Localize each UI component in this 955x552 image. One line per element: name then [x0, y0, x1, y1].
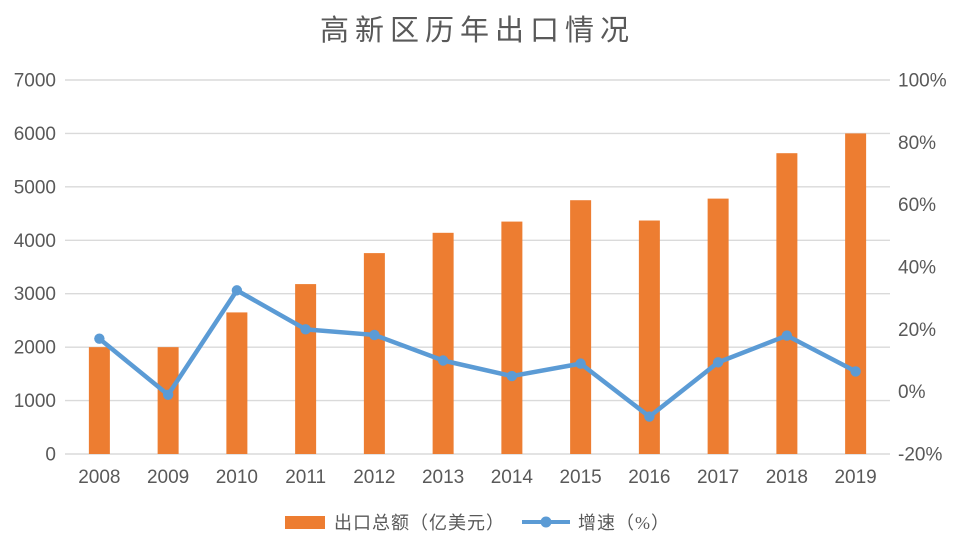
bar-2016 [638, 220, 660, 454]
line-point-2015 [575, 358, 586, 369]
y-axis-label-7000: 7000 [14, 71, 56, 92]
growth-line [97, 288, 858, 419]
bar-2008 [88, 347, 110, 454]
legend-bar-label: 出口总额（亿美元） [334, 513, 505, 533]
legend-bar-swatch-icon [285, 515, 325, 529]
line-point-2008 [94, 333, 105, 344]
x-axis-label-2010: 2010 [216, 467, 258, 488]
y-axis-label-6000: 6000 [14, 124, 56, 145]
y-axis-label-0: 0 [45, 445, 56, 466]
y-axis-label-3000: 3000 [14, 284, 56, 305]
bar-2010 [226, 312, 248, 454]
chart-title: 高新区历年出口情况 [319, 15, 635, 47]
bar-2014 [501, 221, 523, 454]
x-axis-label-2014: 2014 [491, 467, 534, 488]
bar-2017 [707, 198, 729, 454]
line-point-2011 [300, 324, 311, 335]
line-point-2019 [850, 366, 861, 377]
y2-axis-label-80%: 80% [898, 133, 936, 154]
x-axis-label-2018: 2018 [766, 467, 808, 488]
legend-line-label: 增速（%） [578, 513, 670, 533]
line-point-2016 [644, 411, 655, 422]
line-point-2014 [506, 370, 518, 382]
y2-axis-label-0%: 0% [898, 382, 926, 403]
y2-axis-label-100%: 100% [898, 71, 947, 92]
bar-2019 [845, 133, 867, 454]
legend: 出口总额（亿美元） 增速（%） [0, 507, 955, 537]
line-point-2009 [162, 389, 174, 400]
y2-axis-label-60%: 60% [898, 195, 936, 216]
y-axis-label-4000: 4000 [14, 231, 56, 252]
bar-2011 [295, 284, 317, 454]
x-axis-label-2017: 2017 [697, 467, 739, 488]
x-axis-label-2019: 2019 [834, 467, 876, 488]
line-point-2010 [231, 285, 243, 296]
bar-2009 [157, 347, 179, 454]
y2-axis-label--20%: -20% [898, 445, 942, 466]
y-axis-label-5000: 5000 [14, 177, 56, 198]
x-axis-label-2015: 2015 [559, 467, 601, 488]
y2-axis-label-20%: 20% [898, 320, 936, 341]
legend-line-swatch-icon [522, 516, 570, 528]
y-axis-label-1000: 1000 [14, 391, 56, 412]
x-axis-label-2012: 2012 [353, 467, 395, 488]
bar-2012 [363, 253, 385, 454]
line-point-2012 [369, 329, 380, 341]
x-axis-label-2008: 2008 [78, 467, 120, 488]
x-axis-label-2011: 2011 [285, 467, 326, 488]
y2-axis-label-40%: 40% [898, 258, 936, 279]
bar-2013 [432, 232, 454, 454]
line-point-2018 [781, 330, 793, 341]
x-axis-label-2009: 2009 [147, 467, 189, 488]
y-axis-label-2000: 2000 [14, 338, 56, 359]
x-axis-label-2013: 2013 [422, 467, 464, 488]
x-axis-label-2016: 2016 [628, 467, 670, 488]
bar-2015 [570, 200, 592, 454]
line-point-2013 [437, 355, 449, 366]
line-point-2017 [712, 357, 724, 368]
bar-2018 [776, 153, 798, 454]
